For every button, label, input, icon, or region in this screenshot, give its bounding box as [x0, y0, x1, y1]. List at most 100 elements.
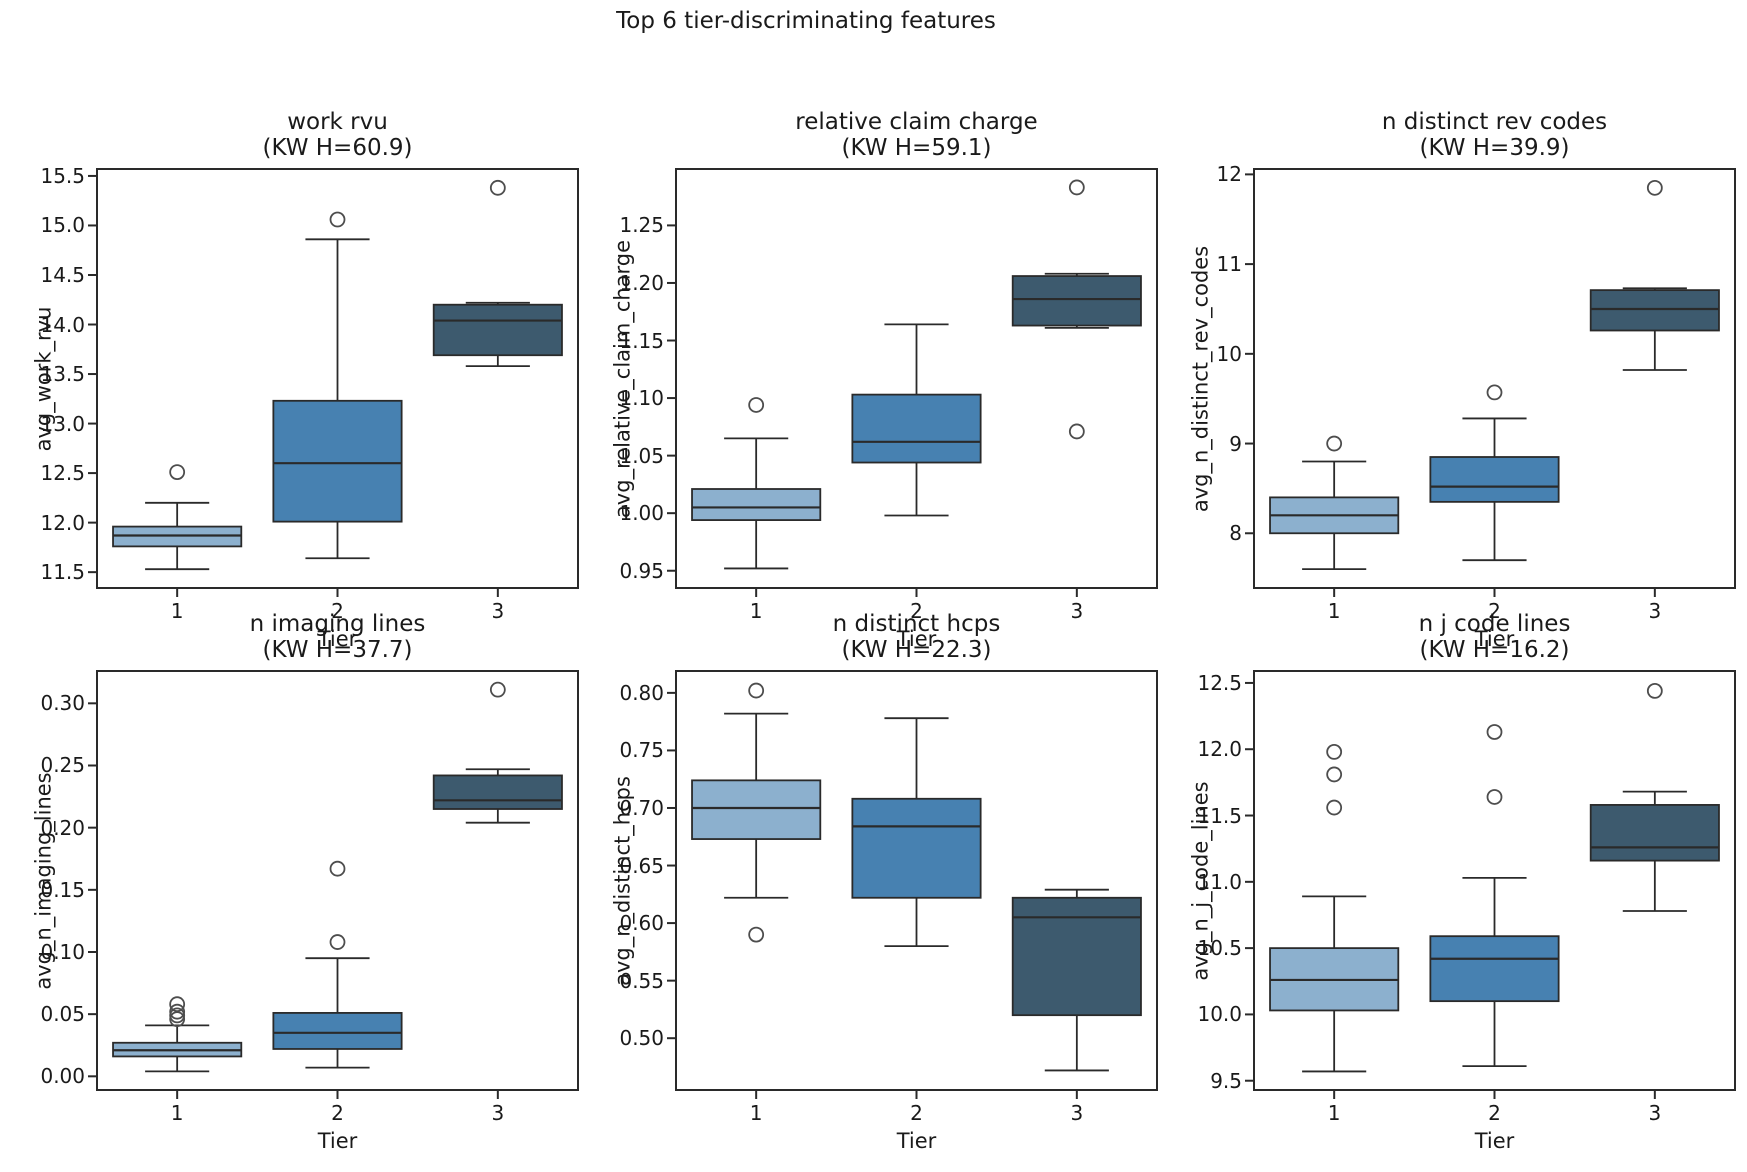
y-tick-label: 0.70	[619, 795, 664, 820]
y-axis-label: avg_n_distinct_hcps	[610, 775, 634, 986]
subplot-subtitle: (KW H=37.7)	[262, 637, 413, 663]
x-tick-label: 3	[1070, 1101, 1084, 1125]
outlier-point-tier-1	[169, 1007, 186, 1024]
y-tick-label: 0.30	[40, 691, 85, 716]
outlier-point-tier-1	[169, 996, 186, 1013]
x-tick-label: 2	[910, 599, 923, 623]
x-tick-label: 2	[331, 599, 344, 623]
x-axis-label: Tier	[896, 1129, 937, 1153]
y-tick-label: 9	[1229, 431, 1242, 456]
box-tier-2	[1429, 935, 1560, 1003]
box-tier-3	[1589, 804, 1720, 862]
outlier-point-tier-1	[748, 397, 765, 413]
y-tick-label: 0.80	[619, 680, 664, 705]
axes-border	[1253, 168, 1736, 589]
y-tick-label: 0.00	[40, 1064, 85, 1089]
y-tick-label: 10.5	[1197, 936, 1242, 961]
subplot-title: n distinct rev codes	[1381, 109, 1608, 135]
x-tick-label: 3	[491, 1101, 505, 1125]
y-tick-label: 12	[1216, 162, 1242, 187]
box-tier-2	[851, 393, 982, 464]
y-tick-label: 1.10	[619, 386, 664, 411]
outlier-point-tier-1	[1326, 743, 1343, 760]
subplot-subtitle: (KW H=60.9)	[262, 135, 413, 161]
subplot-n-distinct-hcps	[667, 670, 1158, 1099]
subplot-n-j-code-lines	[1245, 670, 1736, 1099]
x-tick-label: 3	[1070, 599, 1084, 623]
outlier-point-tier-2	[329, 934, 346, 950]
axes-border	[96, 670, 579, 1091]
outlier-point-tier-3	[1068, 423, 1085, 440]
axes-border	[1253, 670, 1736, 1091]
y-tick-label: 13.5	[40, 362, 85, 387]
x-tick-label: 1	[1327, 599, 1341, 623]
outlier-point-tier-2	[329, 860, 346, 877]
axes-border	[96, 168, 579, 589]
y-tick-label: 12.0	[1197, 737, 1242, 762]
box-tier-2	[1429, 456, 1560, 503]
box-tier-3	[1589, 289, 1720, 332]
x-tick-label: 1	[170, 599, 184, 623]
box-tier-3	[432, 774, 563, 810]
y-tick-label: 10.0	[1197, 1002, 1242, 1027]
outlier-point-tier-1	[1326, 766, 1343, 783]
x-axis-label: Tier	[1474, 1129, 1515, 1153]
y-axis-label: avg_n_imaging_lines	[31, 771, 55, 990]
outlier-point-tier-2	[1486, 724, 1503, 740]
subplot-n-distinct-rev-codes	[1245, 168, 1736, 597]
outlier-point-tier-1	[169, 1011, 186, 1028]
y-tick-label: 0.75	[619, 738, 664, 763]
y-axis-label: avg_relative_claim_charge	[610, 239, 634, 518]
x-axis-label: Tier	[317, 1129, 358, 1153]
x-tick-label: 2	[1488, 599, 1501, 623]
x-tick-label: 2	[910, 1101, 923, 1125]
y-axis-label: avg_work_rvu	[31, 306, 55, 451]
outlier-point-tier-3	[1068, 179, 1085, 196]
y-tick-label: 0.55	[619, 968, 664, 993]
y-tick-label: 0.65	[619, 853, 664, 878]
y-tick-label: 11.5	[1197, 803, 1242, 828]
box-tier-1	[691, 779, 822, 840]
y-tick-label: 11	[1216, 252, 1242, 277]
subplot-title: relative claim charge	[795, 109, 1038, 135]
axes-border	[675, 168, 1158, 589]
y-tick-label: 0.10	[40, 939, 85, 964]
y-tick-label: 12.0	[40, 510, 85, 535]
x-tick-label: 1	[170, 1101, 184, 1125]
outlier-point-tier-3	[1646, 682, 1663, 699]
x-tick-label: 1	[749, 1101, 763, 1125]
y-tick-label: 0.95	[619, 558, 664, 583]
y-tick-label: 9.5	[1210, 1068, 1242, 1093]
y-tick-label: 1.05	[619, 443, 664, 468]
y-tick-label: 12.5	[1197, 670, 1242, 695]
x-axis-label: Tier	[317, 627, 358, 651]
figure-title: Top 6 tier-discriminating features	[616, 8, 996, 34]
y-tick-label: 15.0	[40, 213, 85, 238]
outlier-point-tier-1	[748, 926, 765, 943]
outlier-point-tier-2	[1486, 789, 1503, 805]
outlier-point-tier-1	[169, 464, 186, 481]
subplot-subtitle: (KW H=16.2)	[1419, 637, 1570, 663]
x-tick-label: 1	[1327, 1101, 1341, 1125]
x-axis-label: Tier	[1474, 627, 1515, 651]
y-tick-label: 1.15	[619, 328, 664, 353]
y-tick-label: 12.5	[40, 461, 85, 486]
x-axis-label: Tier	[896, 627, 937, 651]
y-tick-label: 1.00	[619, 501, 664, 526]
subplot-subtitle: (KW H=59.1)	[841, 135, 992, 161]
y-tick-label: 0.60	[619, 911, 664, 936]
y-axis-label: avg_n_j_code_lines	[1188, 780, 1212, 981]
subplot-title: n distinct hcps	[832, 611, 1001, 637]
subplot-relative-claim-charge	[667, 168, 1158, 597]
y-tick-label: 13.0	[40, 411, 85, 436]
outlier-point-tier-3	[489, 681, 506, 698]
y-tick-label: 15.5	[40, 163, 85, 188]
y-tick-label: 8	[1229, 521, 1242, 546]
y-tick-label: 0.50	[619, 1026, 664, 1051]
outlier-point-tier-1	[1326, 435, 1343, 452]
x-tick-label: 2	[331, 1101, 344, 1125]
box-tier-2	[851, 797, 982, 899]
